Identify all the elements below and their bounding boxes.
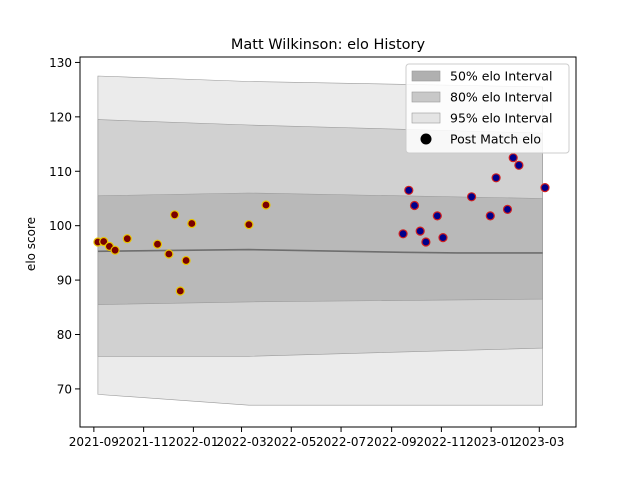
y-tick-label: 70 bbox=[57, 382, 72, 396]
x-tick-label: 2022-11 bbox=[416, 435, 466, 449]
band-50-interval bbox=[97, 192, 543, 305]
x-tick-label: 2023-01 bbox=[466, 435, 516, 449]
legend-label: 95% elo Interval bbox=[450, 111, 552, 126]
y-axis-label: elo score bbox=[24, 217, 38, 271]
post-match-point bbox=[540, 183, 550, 193]
y-tick-label: 120 bbox=[49, 110, 72, 124]
post-match-point bbox=[467, 192, 477, 202]
post-match-point bbox=[398, 229, 408, 239]
post-match-point bbox=[491, 173, 501, 183]
post-match-point bbox=[404, 185, 414, 195]
x-tick-label: 2021-09 bbox=[69, 435, 119, 449]
x-tick-label: 2022-09 bbox=[367, 435, 417, 449]
x-tick-label: 2022-03 bbox=[216, 435, 266, 449]
post-match-point bbox=[415, 226, 425, 236]
x-tick-label: 2022-01 bbox=[168, 435, 218, 449]
y-axis: 70 80 90 100 110 120 130 bbox=[49, 56, 80, 396]
post-match-point bbox=[175, 286, 185, 296]
post-match-point bbox=[409, 200, 420, 211]
post-match-point bbox=[152, 239, 163, 249]
y-tick-label: 130 bbox=[49, 56, 72, 70]
chart-title: Matt Wilkinson: elo History bbox=[231, 37, 426, 53]
post-match-point bbox=[244, 220, 254, 230]
y-tick-label: 80 bbox=[57, 328, 72, 342]
legend-label: 50% elo Interval bbox=[450, 69, 552, 84]
legend-box bbox=[405, 63, 570, 154]
legend-swatch bbox=[411, 91, 441, 103]
post-match-point bbox=[122, 234, 132, 244]
legend-label: Post Match elo bbox=[450, 132, 541, 147]
y-tick-label: 100 bbox=[49, 219, 72, 233]
post-match-point bbox=[432, 211, 442, 221]
y-tick-label: 110 bbox=[49, 165, 72, 179]
elo-mean-line bbox=[97, 248, 543, 254]
post-match-point bbox=[187, 218, 197, 229]
x-tick-label: 2022-07 bbox=[316, 435, 366, 449]
interval-bands bbox=[97, 75, 543, 406]
post-match-point bbox=[508, 153, 518, 163]
post-match-point bbox=[502, 204, 513, 214]
post-match-point bbox=[110, 245, 120, 255]
legend-swatch bbox=[411, 70, 441, 82]
post-match-point bbox=[164, 249, 174, 259]
legend-marker bbox=[420, 133, 432, 145]
legend-label: 80% elo Interval bbox=[450, 90, 552, 105]
post-match-point bbox=[99, 236, 109, 247]
post-match-point bbox=[170, 210, 180, 220]
x-tick-label: 2023-03 bbox=[514, 435, 564, 449]
post-match-point bbox=[181, 255, 191, 266]
post-match-points bbox=[93, 153, 550, 296]
mean-line-group bbox=[97, 248, 543, 254]
legend: 50% elo Interval 80% elo Interval 95% elo … bbox=[405, 63, 570, 154]
post-match-point bbox=[485, 211, 495, 221]
post-match-point bbox=[421, 237, 431, 247]
post-match-point bbox=[438, 233, 448, 243]
x-tick-label: 2021-11 bbox=[119, 435, 169, 449]
post-match-point bbox=[261, 200, 271, 210]
post-match-point bbox=[514, 160, 524, 170]
plot-area-frame bbox=[79, 56, 577, 428]
y-tick-label: 90 bbox=[57, 274, 72, 288]
legend-swatch bbox=[411, 112, 441, 124]
x-tick-label: 2022-05 bbox=[266, 435, 316, 449]
